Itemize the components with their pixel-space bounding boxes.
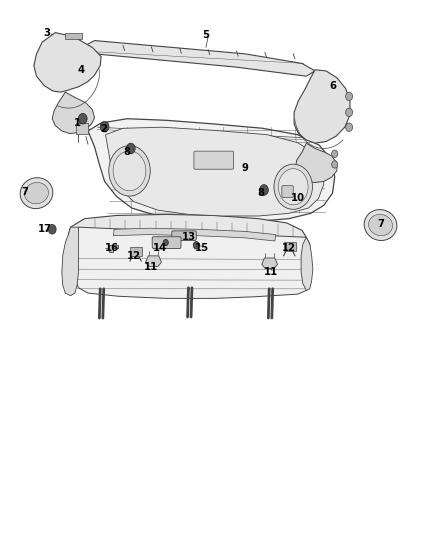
Circle shape <box>193 241 199 249</box>
Circle shape <box>100 122 109 132</box>
Ellipse shape <box>113 151 146 191</box>
FancyBboxPatch shape <box>172 231 196 240</box>
Text: 6: 6 <box>329 81 336 91</box>
Bar <box>130 247 142 256</box>
Text: 5: 5 <box>202 30 209 41</box>
Polygon shape <box>294 70 350 143</box>
FancyBboxPatch shape <box>152 237 181 248</box>
Circle shape <box>346 123 353 132</box>
Ellipse shape <box>364 209 397 240</box>
Polygon shape <box>62 227 78 296</box>
Polygon shape <box>301 237 313 290</box>
Text: 15: 15 <box>194 243 208 253</box>
Polygon shape <box>81 41 315 76</box>
Bar <box>76 123 88 134</box>
Text: 16: 16 <box>105 243 119 253</box>
Ellipse shape <box>109 146 150 196</box>
Text: 4: 4 <box>78 65 85 75</box>
Polygon shape <box>88 119 335 221</box>
Polygon shape <box>106 127 324 216</box>
Polygon shape <box>262 258 278 269</box>
Text: 8: 8 <box>124 147 131 157</box>
Text: 17: 17 <box>37 224 51 235</box>
Polygon shape <box>146 256 161 266</box>
Bar <box>65 33 82 39</box>
Bar <box>284 242 296 251</box>
Ellipse shape <box>368 214 392 236</box>
Circle shape <box>332 150 338 158</box>
Text: 11: 11 <box>144 262 159 271</box>
Polygon shape <box>52 92 95 134</box>
Text: 12: 12 <box>282 243 296 253</box>
Ellipse shape <box>274 164 312 209</box>
Polygon shape <box>76 227 310 298</box>
Text: 3: 3 <box>43 28 50 38</box>
Text: 7: 7 <box>21 187 28 197</box>
Circle shape <box>163 239 168 246</box>
Circle shape <box>127 143 135 154</box>
Ellipse shape <box>279 168 308 205</box>
Ellipse shape <box>20 177 53 208</box>
Text: 7: 7 <box>377 219 384 229</box>
Circle shape <box>346 108 353 117</box>
Polygon shape <box>34 33 101 92</box>
Polygon shape <box>68 214 306 258</box>
Text: 9: 9 <box>242 163 249 173</box>
Text: 10: 10 <box>290 193 304 204</box>
Circle shape <box>48 224 56 234</box>
Circle shape <box>332 161 338 168</box>
Text: 12: 12 <box>127 251 141 261</box>
Circle shape <box>260 184 268 195</box>
Text: 8: 8 <box>257 188 264 198</box>
Polygon shape <box>109 245 118 252</box>
Text: 2: 2 <box>100 124 107 134</box>
Circle shape <box>78 114 87 124</box>
FancyBboxPatch shape <box>194 151 233 169</box>
Circle shape <box>346 92 353 101</box>
Text: 14: 14 <box>153 243 167 253</box>
Polygon shape <box>113 228 276 241</box>
Text: 11: 11 <box>264 267 279 277</box>
Polygon shape <box>295 143 337 182</box>
Text: 13: 13 <box>181 232 195 243</box>
Ellipse shape <box>25 182 49 204</box>
Text: 1: 1 <box>74 118 81 128</box>
FancyBboxPatch shape <box>282 185 293 197</box>
